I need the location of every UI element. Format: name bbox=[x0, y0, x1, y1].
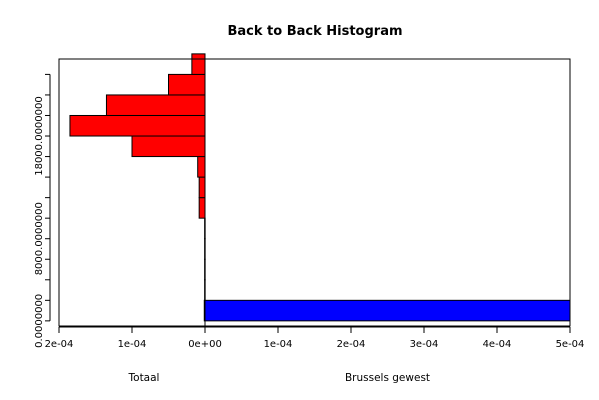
plot-frame bbox=[58, 58, 571, 327]
left-bar-10 bbox=[105, 94, 206, 116]
x-tick-label: 4e-04 bbox=[483, 339, 512, 350]
left-bar-12 bbox=[191, 53, 206, 75]
left-bar-7 bbox=[197, 156, 206, 178]
right-bar-0 bbox=[204, 299, 571, 322]
x-tick-label: 1e-04 bbox=[264, 339, 293, 350]
y-tick-label: 8000.0000000 bbox=[34, 202, 45, 275]
y-tick-label: 18000.0000000 bbox=[34, 96, 45, 176]
x-tick-label: 5e-04 bbox=[556, 339, 585, 350]
x-axis: 2e-04 1e-04 0e+00 1e-04 2e-04 3e-04 4e-04 5e-04 bbox=[45, 326, 585, 350]
left-bar-8 bbox=[131, 135, 206, 158]
left-bar-9 bbox=[69, 114, 206, 137]
left-bar-5 bbox=[198, 197, 206, 219]
chart-title: Back to Back Histogram bbox=[227, 24, 402, 39]
y-axis: 0.0000000 8000.0000000 18000.0000000 bbox=[34, 73, 51, 348]
x-tick-label: 1e-04 bbox=[118, 339, 147, 350]
y-tick-label: 0.0000000 bbox=[34, 294, 45, 348]
left-bar-11 bbox=[168, 73, 206, 96]
right-bars bbox=[204, 299, 571, 322]
left-bar-6 bbox=[198, 176, 206, 199]
x-tick-label: 2e-04 bbox=[337, 339, 366, 350]
left-bars bbox=[69, 53, 206, 322]
x-tick-label: 0e+00 bbox=[188, 339, 222, 350]
x-tick-label: 2e-04 bbox=[45, 339, 74, 350]
left-series-label: Totaal bbox=[128, 372, 160, 384]
x-tick-label: 3e-04 bbox=[410, 339, 439, 350]
right-series-label: Brussels gewest bbox=[345, 372, 430, 384]
